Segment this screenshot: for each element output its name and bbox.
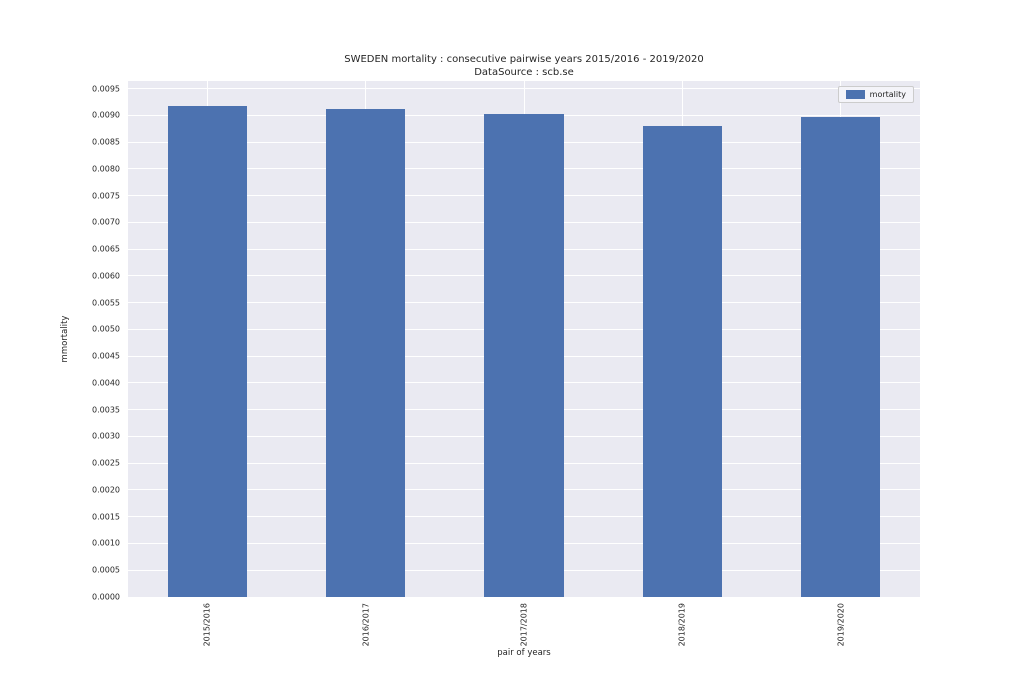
legend-label: mortality xyxy=(869,90,906,99)
bar-2017-2018 xyxy=(484,113,564,597)
y-tick-label: 0.0055 xyxy=(92,298,120,308)
x-axis-label: pair of years xyxy=(497,648,551,658)
y-axis-ticks: 0.0000 0.0005 0.0010 0.0015 0.0020 0.0025 0.00… xyxy=(0,81,124,602)
y-tick-label: 0.0080 xyxy=(92,164,120,174)
chart-subtitle: DataSource : scb.se xyxy=(474,67,574,78)
bar-2019-2020 xyxy=(801,116,881,597)
legend-swatch-mortality-icon xyxy=(845,90,865,99)
y-tick-label: 0.0000 xyxy=(92,592,120,602)
bar-2016-2017 xyxy=(326,109,406,597)
x-tick-label: 2018/2019 xyxy=(677,603,687,647)
y-tick-label: 0.0015 xyxy=(92,512,120,522)
y-tick-label: 0.0045 xyxy=(92,351,120,361)
y-tick-label: 0.0050 xyxy=(92,324,120,334)
y-tick-label: 0.0020 xyxy=(92,485,120,495)
bar-2018-2019 xyxy=(642,125,722,597)
y-tick-label: 0.0010 xyxy=(92,538,120,548)
bar-2015-2016 xyxy=(167,106,247,597)
y-tick-label: 0.0070 xyxy=(92,217,120,227)
y-tick-label: 0.0035 xyxy=(92,405,120,415)
y-tick-label: 0.0075 xyxy=(92,191,120,201)
x-tick-label: 2017/2018 xyxy=(519,603,529,647)
x-tick-label: 2019/2020 xyxy=(836,603,846,647)
y-tick-label: 0.0085 xyxy=(92,137,120,147)
chart-title-block: SWEDEN mortality : consecutive pairwise … xyxy=(128,53,920,79)
legend: mortality xyxy=(837,86,914,103)
y-tick-label: 0.0040 xyxy=(92,378,120,388)
chart-title: SWEDEN mortality : consecutive pairwise … xyxy=(344,54,704,65)
x-tick-label: 2015/2016 xyxy=(202,603,212,647)
y-tick-label: 0.0095 xyxy=(92,84,120,93)
y-tick-label: 0.0090 xyxy=(92,110,120,120)
y-tick-label: 0.0005 xyxy=(92,565,120,575)
h-gridline xyxy=(128,596,920,598)
plot-area: mortality xyxy=(128,81,920,598)
y-tick-label: 0.0025 xyxy=(92,458,120,468)
y-tick-label: 0.0030 xyxy=(92,431,120,441)
x-tick-label: 2016/2017 xyxy=(361,603,371,647)
y-tick-label: 0.0065 xyxy=(92,244,120,254)
y-tick-label: 0.0060 xyxy=(92,271,120,281)
